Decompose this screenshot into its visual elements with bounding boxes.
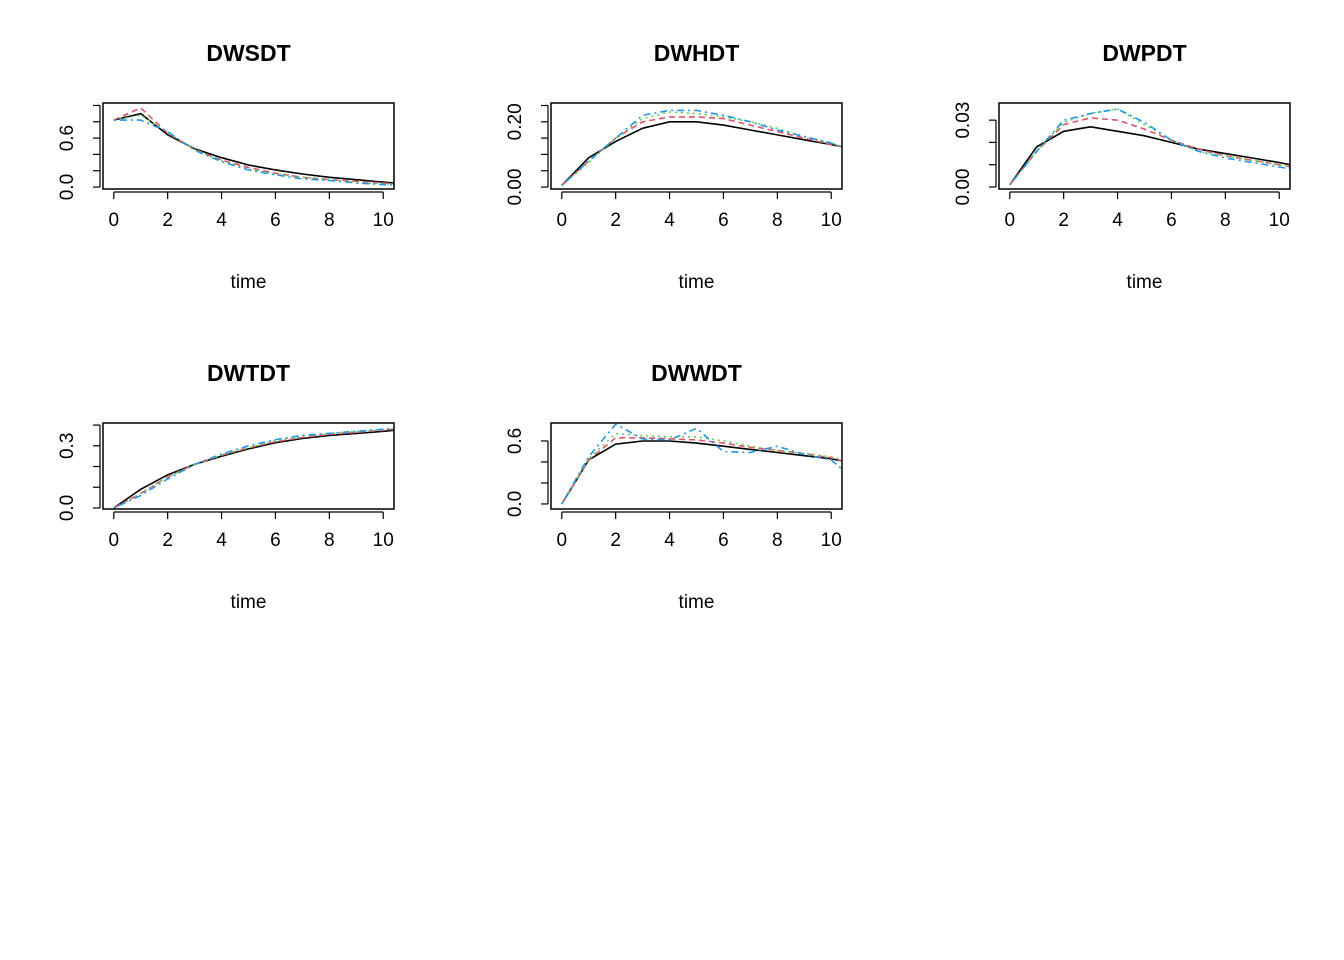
panel-title: DWPDT <box>1102 40 1186 66</box>
panel-dwwdt: DWWDT 0 2 4 6 8 10 time 0.0 0.6 <box>505 360 843 613</box>
x-tick-label: 2 <box>162 210 173 231</box>
y-tick-label: 0.0 <box>505 491 526 517</box>
x-tick-label: 0 <box>1004 210 1015 231</box>
series-line-black <box>113 112 394 184</box>
y-tick-label: 0.3 <box>57 433 78 459</box>
x-tick-label: 10 <box>1269 210 1290 231</box>
y-tick-label: 0.0 <box>57 495 78 521</box>
panel-title: DWSDT <box>206 40 290 66</box>
x-axis-label: time <box>1127 272 1163 293</box>
x-tick-label: 6 <box>1166 210 1177 231</box>
plot-box <box>550 102 843 190</box>
x-axis-label: time <box>679 272 715 293</box>
panel-dwhdt: DWHDT 0 2 4 6 8 10 time 0.00 0.20 <box>505 40 843 293</box>
series-line-black <box>561 121 842 186</box>
x-tick-label: 4 <box>216 210 227 231</box>
x-tick-label: 2 <box>162 530 173 551</box>
panel-dwtdt: DWTDT 0 2 4 6 8 10 time 0.0 0.3 <box>57 360 395 613</box>
plot-box <box>102 422 395 510</box>
x-tick-label: 10 <box>373 210 394 231</box>
y-tick-label: 0.6 <box>57 125 78 151</box>
series-line-blue <box>113 119 394 186</box>
series-line-red <box>113 428 394 509</box>
x-tick-label: 6 <box>270 210 281 231</box>
series-line-blue <box>1009 108 1290 186</box>
series-line-black <box>1009 125 1290 186</box>
x-tick-label: 2 <box>1058 210 1069 231</box>
y-tick-label: 0.03 <box>953 102 974 139</box>
x-tick-label: 2 <box>610 530 621 551</box>
panel-title: DWTDT <box>207 360 290 386</box>
y-tick-label: 0.20 <box>505 103 526 140</box>
plot-box <box>998 102 1291 190</box>
series-line-black <box>561 440 842 505</box>
series-line-green <box>113 428 394 509</box>
x-tick-label: 2 <box>610 210 621 231</box>
plot-box <box>550 422 843 510</box>
y-tick-label: 0.00 <box>505 169 526 206</box>
x-tick-label: 8 <box>1220 210 1231 231</box>
series-line-red <box>561 116 842 186</box>
series-line-green <box>1009 108 1290 186</box>
y-tick-label: 0.00 <box>953 169 974 206</box>
x-tick-label: 8 <box>772 530 783 551</box>
series-line-blue <box>561 423 842 505</box>
x-tick-label: 10 <box>373 530 394 551</box>
series-line-red <box>113 106 394 185</box>
x-tick-label: 4 <box>664 210 675 231</box>
x-axis-label: time <box>231 272 267 293</box>
x-tick-label: 10 <box>821 530 842 551</box>
y-tick-label: 0.6 <box>505 428 526 454</box>
series-line-black <box>113 429 394 509</box>
x-tick-label: 6 <box>718 210 729 231</box>
series-line-red <box>561 436 842 505</box>
panel-title: DWWDT <box>651 360 742 386</box>
x-tick-label: 4 <box>1112 210 1123 231</box>
x-tick-label: 8 <box>324 530 335 551</box>
x-tick-label: 10 <box>821 210 842 231</box>
x-tick-label: 0 <box>108 210 119 231</box>
x-tick-label: 4 <box>216 530 227 551</box>
x-axis-label: time <box>231 592 267 613</box>
x-tick-label: 0 <box>556 530 567 551</box>
series-line-blue <box>113 427 394 509</box>
panel-dwsdt: DWSDT 0 2 4 6 8 10 time 0.0 0.6 <box>57 40 395 293</box>
x-tick-label: 4 <box>664 530 675 551</box>
panel-dwpdt: DWPDT 0 2 4 6 8 10 time 0.00 0.03 <box>953 40 1291 293</box>
plot-box <box>102 102 395 190</box>
x-tick-label: 8 <box>324 210 335 231</box>
x-tick-label: 0 <box>108 530 119 551</box>
x-tick-label: 0 <box>556 210 567 231</box>
x-tick-label: 8 <box>772 210 783 231</box>
x-tick-label: 6 <box>718 530 729 551</box>
panel-title: DWHDT <box>654 40 740 66</box>
x-axis-label: time <box>679 592 715 613</box>
y-tick-label: 0.0 <box>57 174 78 200</box>
x-tick-label: 6 <box>270 530 281 551</box>
